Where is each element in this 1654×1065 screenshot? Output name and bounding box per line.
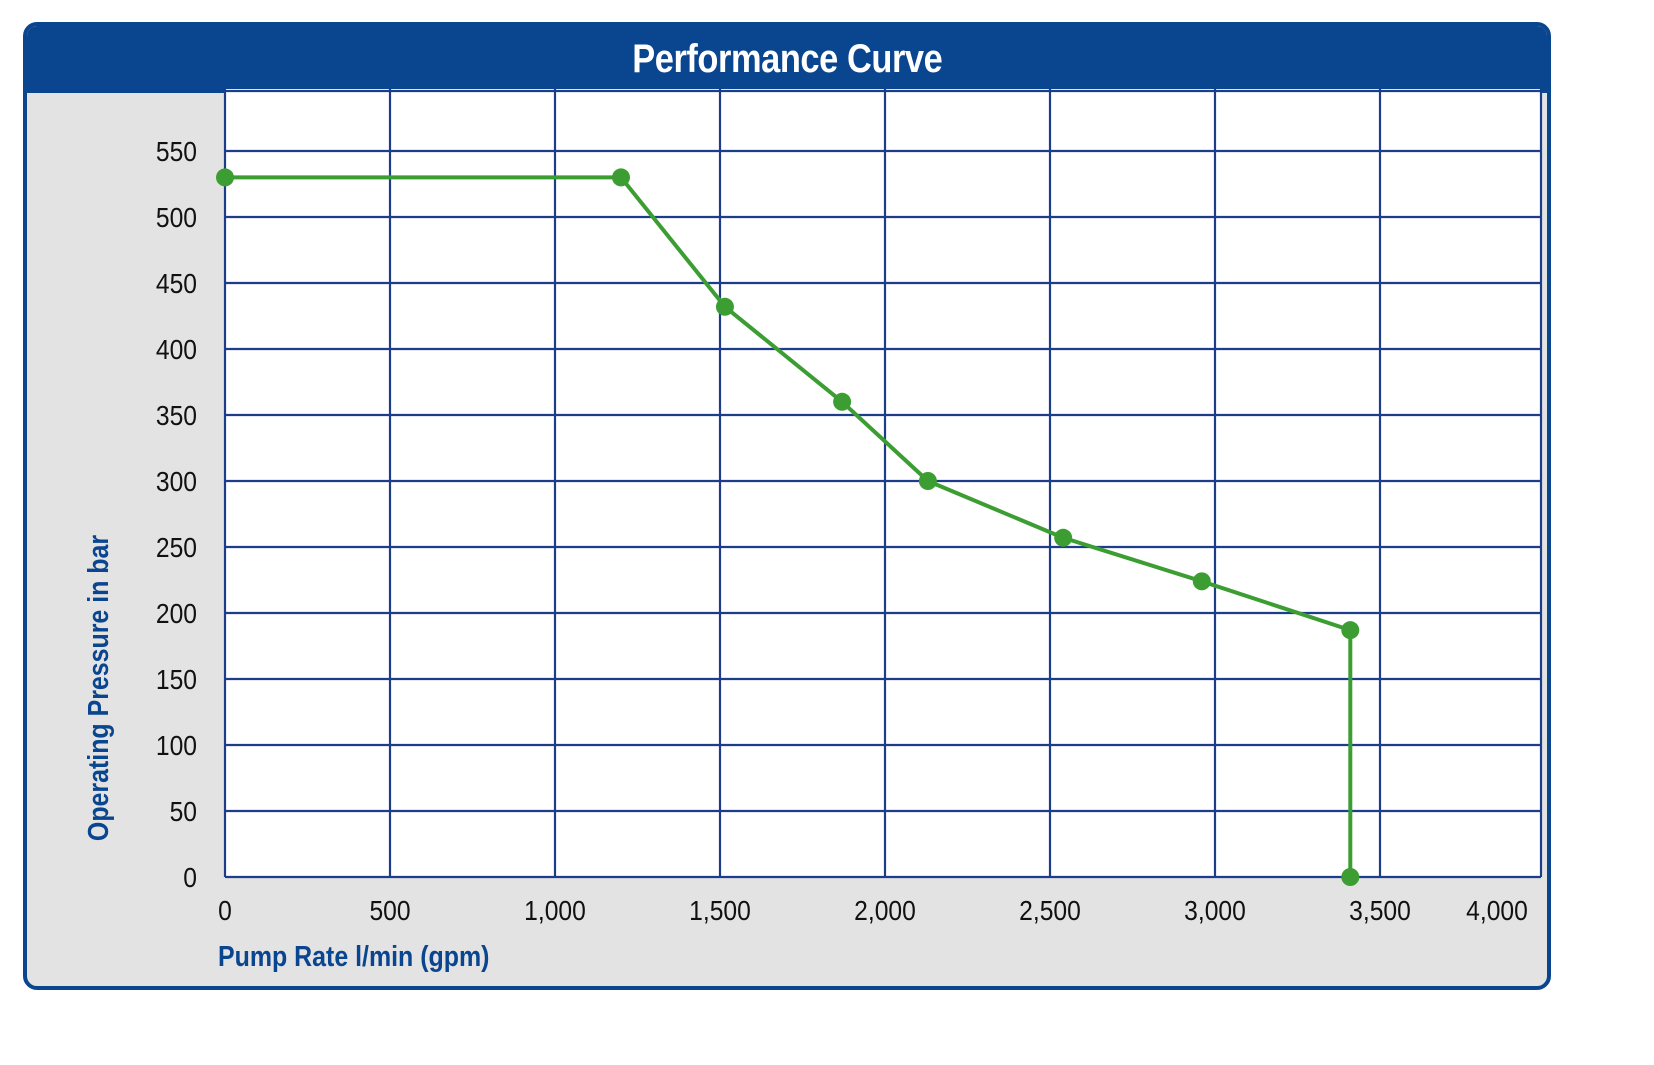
data-point <box>715 297 734 316</box>
x-tick-label: 1,500 <box>689 895 751 927</box>
data-point <box>1054 528 1073 547</box>
y-tick-label: 250 <box>156 532 197 564</box>
y-tick-label: 300 <box>156 466 197 498</box>
data-point <box>833 392 852 411</box>
y-tick-label: 400 <box>156 334 197 366</box>
x-tick-label: 0 <box>218 895 232 927</box>
chart-title: Performance Curve <box>631 37 943 81</box>
plot-area <box>225 89 1541 877</box>
gridlines <box>223 89 1543 879</box>
x-tick-label: 3,500 <box>1349 895 1411 927</box>
data-point <box>612 168 630 187</box>
data-series <box>216 168 1360 886</box>
data-point <box>1341 621 1360 640</box>
x-tick-label: 4,000 <box>1466 895 1528 927</box>
y-tick-label: 500 <box>156 202 197 234</box>
y-tick-label: 350 <box>156 400 197 432</box>
y-tick-label: 0 <box>183 862 197 894</box>
x-axis-title: Pump Rate l/min (gpm) <box>218 940 489 972</box>
data-point <box>1192 572 1211 591</box>
x-tick-label: 500 <box>369 895 410 927</box>
y-tick-label: 50 <box>170 796 197 828</box>
data-point <box>918 472 937 490</box>
x-tick-label: 2,500 <box>1019 895 1081 927</box>
y-tick-label: 550 <box>156 136 197 168</box>
chart-header: Performance Curve <box>27 26 1547 93</box>
y-tick-label: 100 <box>156 730 197 762</box>
y-tick-labels: 0 50 100 150 200 250 300 350 400 450 500 550 <box>156 136 197 894</box>
data-point <box>216 168 234 187</box>
x-tick-label: 3,000 <box>1184 895 1246 927</box>
y-tick-label: 450 <box>156 268 197 300</box>
x-tick-label: 2,000 <box>854 895 916 927</box>
data-point <box>1341 868 1360 886</box>
y-tick-label: 150 <box>156 664 197 696</box>
x-tick-labels: 0 500 1,000 1,500 2,000 2,500 3,000 3,500 4,000 <box>218 895 1528 927</box>
x-tick-label: 1,000 <box>524 895 586 927</box>
y-tick-label: 200 <box>156 598 197 630</box>
y-axis-title: Operating Pressure in bar <box>82 534 114 841</box>
